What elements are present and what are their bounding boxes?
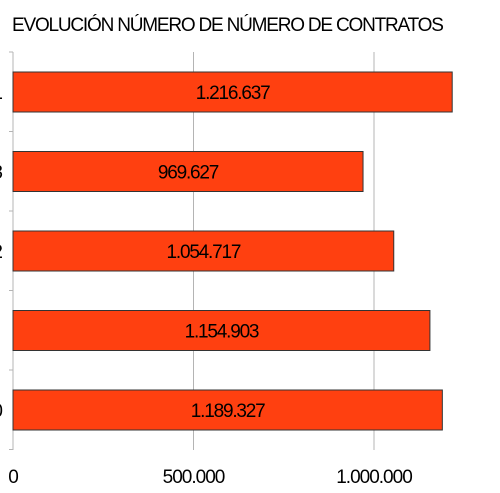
data-label-0: 1.216.637 xyxy=(196,83,270,104)
x-tick-label-1: 500.000 xyxy=(163,467,225,488)
data-label-3: 1.154.903 xyxy=(185,322,259,343)
data-label-2: 1.054.717 xyxy=(167,242,241,263)
axes xyxy=(9,51,14,450)
y-tick-label-4: 0 xyxy=(0,401,3,422)
bar-3 xyxy=(12,310,431,351)
x-tick-labels: 0 500.000 1.000.000 xyxy=(8,467,413,488)
y-tick-label-0: 1 xyxy=(0,83,3,104)
bar-0 xyxy=(12,71,453,113)
bars xyxy=(12,71,453,431)
data-label-1: 969.627 xyxy=(158,163,219,184)
x-tick-label-2: 1.000.000 xyxy=(336,467,412,488)
bar-2 xyxy=(12,230,395,272)
bar-1 xyxy=(12,151,364,192)
y-tick-label-1: 3 xyxy=(0,163,3,184)
y-tick-labels: 1 3 2 0 xyxy=(0,83,3,422)
data-label-4: 1.189.327 xyxy=(191,401,265,422)
chart-title: EVOLUCIÓN NÚMERO DE NÚMERO DE CONTRATOS xyxy=(12,14,443,36)
data-labels: 1.216.637 969.627 1.054.717 1.154.903 1.189.… xyxy=(158,83,271,422)
bar-4 xyxy=(12,389,443,431)
y-tick-label-2: 2 xyxy=(0,242,3,263)
x-tick-label-0: 0 xyxy=(8,467,18,488)
